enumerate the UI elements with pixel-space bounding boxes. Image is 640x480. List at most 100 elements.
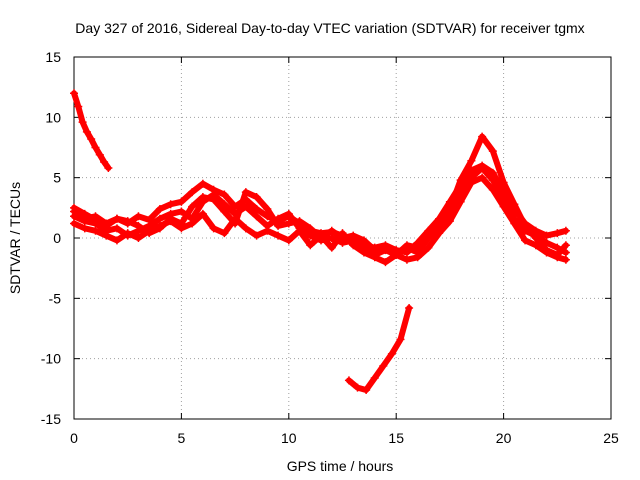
data-point — [220, 229, 229, 238]
data-point — [456, 176, 465, 185]
data-point — [252, 212, 261, 221]
data-point — [306, 224, 315, 233]
data-point — [499, 202, 508, 211]
data-point — [379, 361, 388, 370]
data-point — [467, 156, 476, 165]
data-point — [134, 221, 143, 230]
data-point — [306, 231, 315, 240]
data-point — [252, 192, 261, 201]
data-point — [478, 164, 487, 173]
data-point — [531, 234, 540, 242]
x-tick-label: 10 — [281, 430, 297, 446]
data-point — [370, 246, 379, 255]
data-point — [359, 248, 368, 257]
data-point — [263, 205, 272, 214]
data-point — [327, 234, 336, 242]
data-point — [349, 241, 358, 250]
data-point — [542, 246, 551, 255]
data-point — [102, 231, 111, 240]
y-tick-label: -15 — [41, 411, 61, 427]
data-point — [112, 224, 121, 233]
y-tick-label: 15 — [45, 49, 61, 65]
data-point — [220, 207, 229, 216]
data-point — [521, 236, 530, 245]
data-point — [112, 214, 121, 223]
y-tick-label: -10 — [41, 351, 61, 367]
data-point — [155, 224, 164, 233]
x-tick-label: 20 — [496, 430, 512, 446]
data-point — [435, 224, 444, 233]
data-point — [274, 221, 283, 230]
x-tick-label: 5 — [178, 430, 186, 446]
data-point — [478, 173, 487, 182]
data-point — [252, 231, 261, 240]
chart-title: Day 327 of 2016, Sidereal Day-to-day VTE… — [75, 20, 584, 36]
data-point — [100, 157, 109, 166]
data-point — [424, 234, 433, 242]
data-point — [274, 231, 283, 240]
data-point — [353, 383, 362, 392]
series-late-rise — [345, 305, 413, 393]
data-point — [327, 226, 336, 235]
data-point — [241, 188, 250, 197]
data-point — [91, 219, 100, 228]
data-point — [263, 226, 272, 235]
data-point — [70, 89, 78, 98]
data-point — [95, 150, 104, 159]
data-point — [338, 234, 347, 242]
data-point — [396, 335, 405, 344]
data-point — [231, 219, 240, 228]
data-point — [510, 219, 519, 228]
data-point — [284, 219, 293, 228]
data-point — [91, 226, 100, 235]
data-point — [381, 243, 390, 252]
data-point — [252, 205, 261, 214]
data-point — [306, 241, 315, 250]
data-point — [381, 258, 390, 267]
data-point — [445, 205, 454, 214]
data-point — [123, 217, 132, 226]
data-point — [166, 200, 175, 209]
y-tick-label: 5 — [53, 170, 61, 186]
series-early-descent — [71, 90, 112, 171]
x-tick-label: 15 — [388, 430, 404, 446]
data-point — [134, 212, 143, 221]
data-point — [317, 234, 326, 242]
data-point — [402, 255, 411, 264]
data-point — [488, 185, 497, 194]
axis-ticks — [73, 56, 612, 420]
data-point — [177, 207, 186, 216]
data-point — [359, 236, 368, 245]
data-point — [362, 386, 371, 395]
data-point — [413, 248, 422, 257]
data-point — [155, 214, 164, 223]
x-tick-labels: 0 5 10 15 20 25 — [70, 430, 619, 446]
data-point — [70, 219, 78, 228]
data-point — [402, 243, 411, 252]
data-point — [188, 219, 197, 228]
data-point — [123, 229, 132, 238]
data-point — [145, 229, 154, 238]
data-point — [445, 217, 454, 226]
data-point — [284, 209, 293, 218]
data-point — [542, 231, 551, 240]
data-point — [405, 303, 414, 312]
x-tick-label: 25 — [603, 430, 619, 446]
data-point — [467, 178, 476, 187]
data-point — [327, 243, 336, 252]
data-point — [91, 212, 100, 221]
data-point — [561, 226, 570, 235]
data-point — [561, 241, 570, 250]
data-point — [177, 219, 186, 228]
data-point — [70, 207, 78, 216]
data-point — [209, 224, 218, 233]
y-tick-labels: -15 -10 -5 0 5 10 15 — [41, 49, 61, 427]
data-point — [521, 221, 530, 230]
data-point — [510, 200, 519, 209]
data-point — [104, 164, 113, 173]
y-tick-label: 10 — [45, 109, 61, 125]
data-point — [295, 226, 304, 235]
data-point — [370, 373, 379, 382]
data-point — [134, 234, 143, 242]
